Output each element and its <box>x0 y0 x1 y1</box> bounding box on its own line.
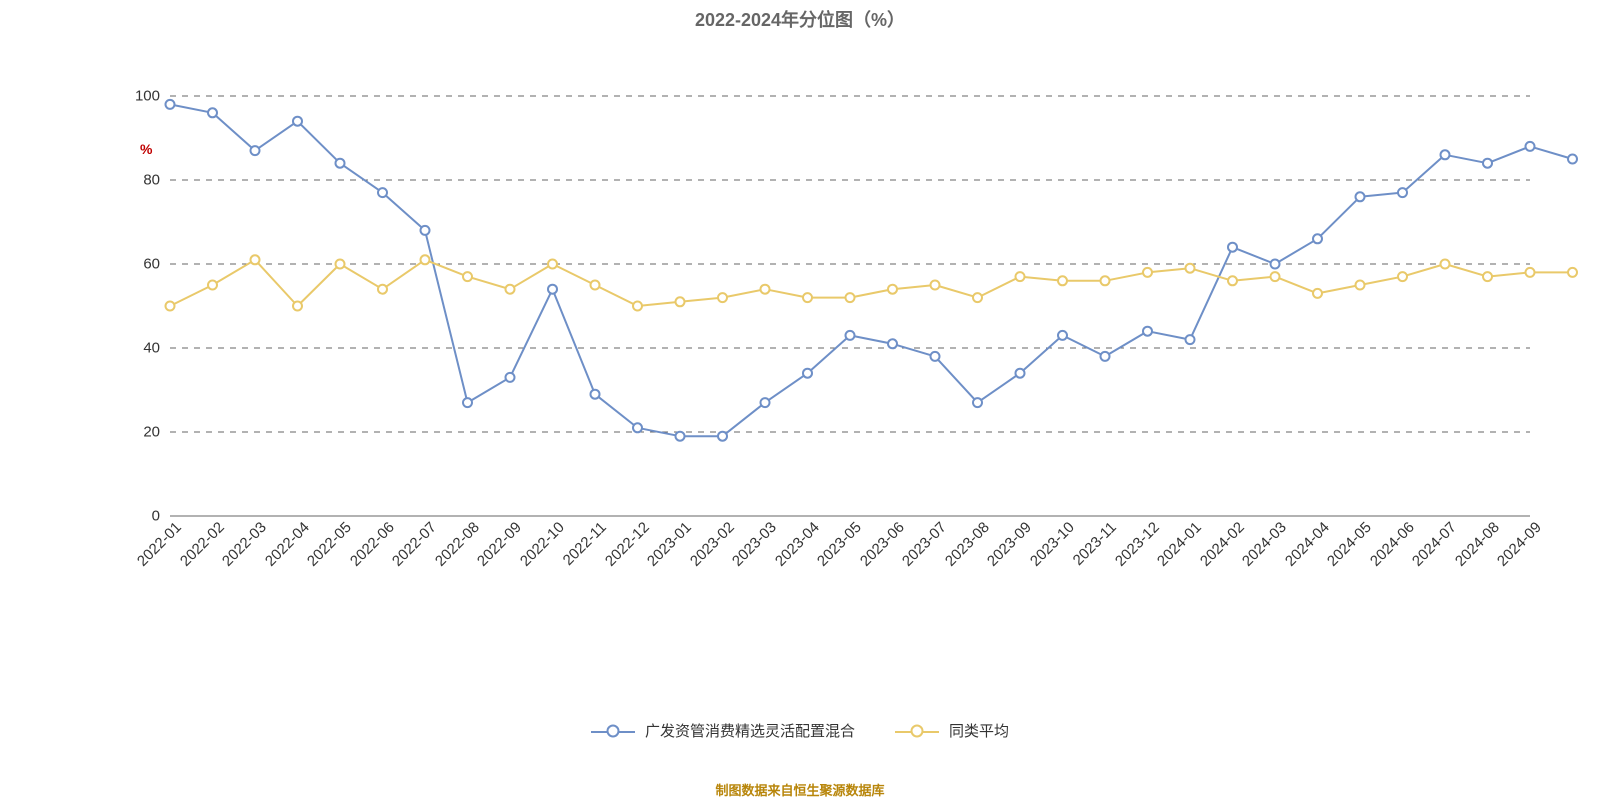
x-tick-label: 2022-07 <box>389 519 440 570</box>
data-source-footer: 制图数据来自恒生聚源数据库 <box>0 780 1600 799</box>
x-tick-label: 2023-05 <box>814 519 865 570</box>
x-tick-label: 2023-07 <box>899 519 950 570</box>
y-tick-label: 0 <box>152 508 170 525</box>
y-tick-label: 80 <box>143 172 170 189</box>
legend-item: 广发资管消费精选灵活配置混合 <box>591 720 855 741</box>
x-tick-label: 2024-03 <box>1239 519 1290 570</box>
x-tick-label: 2023-01 <box>644 519 695 570</box>
x-tick-label: 2022-06 <box>346 519 397 570</box>
x-tick-label: 2022-12 <box>601 519 652 570</box>
x-tick-label: 2022-03 <box>219 519 270 570</box>
x-tick-label: 2023-03 <box>729 519 780 570</box>
x-tick-label: 2022-10 <box>516 519 567 570</box>
x-tick-label: 2022-08 <box>431 519 482 570</box>
x-tick-label: 2023-08 <box>941 519 992 570</box>
plot-svg <box>170 96 1530 516</box>
legend-swatch <box>591 723 635 739</box>
x-tick-label: 2023-11 <box>1070 519 1120 569</box>
y-axis-unit-label: % <box>140 141 152 157</box>
x-tick-label: 2024-08 <box>1451 519 1502 570</box>
x-tick-label: 2023-10 <box>1026 519 1077 570</box>
x-tick-label: 2022-01 <box>134 519 185 570</box>
x-tick-label: 2024-05 <box>1324 519 1375 570</box>
x-tick-label: 2024-04 <box>1281 519 1332 570</box>
x-tick-label: 2023-12 <box>1111 519 1162 570</box>
x-tick-label: 2023-02 <box>686 519 737 570</box>
x-tick-label: 2024-01 <box>1154 519 1205 570</box>
x-tick-label: 2024-07 <box>1409 519 1460 570</box>
plot-area: 0204060801002022-012022-022022-032022-04… <box>170 96 1530 516</box>
chart-title: 2022-2024年分位图（%） <box>0 6 1600 32</box>
x-tick-label: 2024-02 <box>1196 519 1247 570</box>
y-tick-label: 20 <box>143 424 170 441</box>
legend-label: 同类平均 <box>949 720 1009 741</box>
legend-item: 同类平均 <box>895 720 1009 741</box>
y-tick-label: 60 <box>143 256 170 273</box>
x-tick-label: 2022-02 <box>176 519 227 570</box>
x-tick-label: 2024-09 <box>1494 519 1545 570</box>
y-tick-label: 40 <box>143 340 170 357</box>
x-tick-label: 2022-05 <box>304 519 355 570</box>
x-tick-label: 2022-11 <box>560 519 610 569</box>
x-tick-label: 2022-04 <box>261 519 312 570</box>
y-tick-label: 100 <box>135 88 170 105</box>
x-tick-label: 2023-04 <box>771 519 822 570</box>
x-tick-label: 2023-09 <box>984 519 1035 570</box>
x-tick-label: 2022-09 <box>474 519 525 570</box>
x-tick-label: 2024-06 <box>1366 519 1417 570</box>
x-tick-label: 2023-06 <box>856 519 907 570</box>
legend-swatch <box>895 723 939 739</box>
legend: 广发资管消费精选灵活配置混合 同类平均 <box>0 720 1600 741</box>
legend-label: 广发资管消费精选灵活配置混合 <box>645 720 855 741</box>
